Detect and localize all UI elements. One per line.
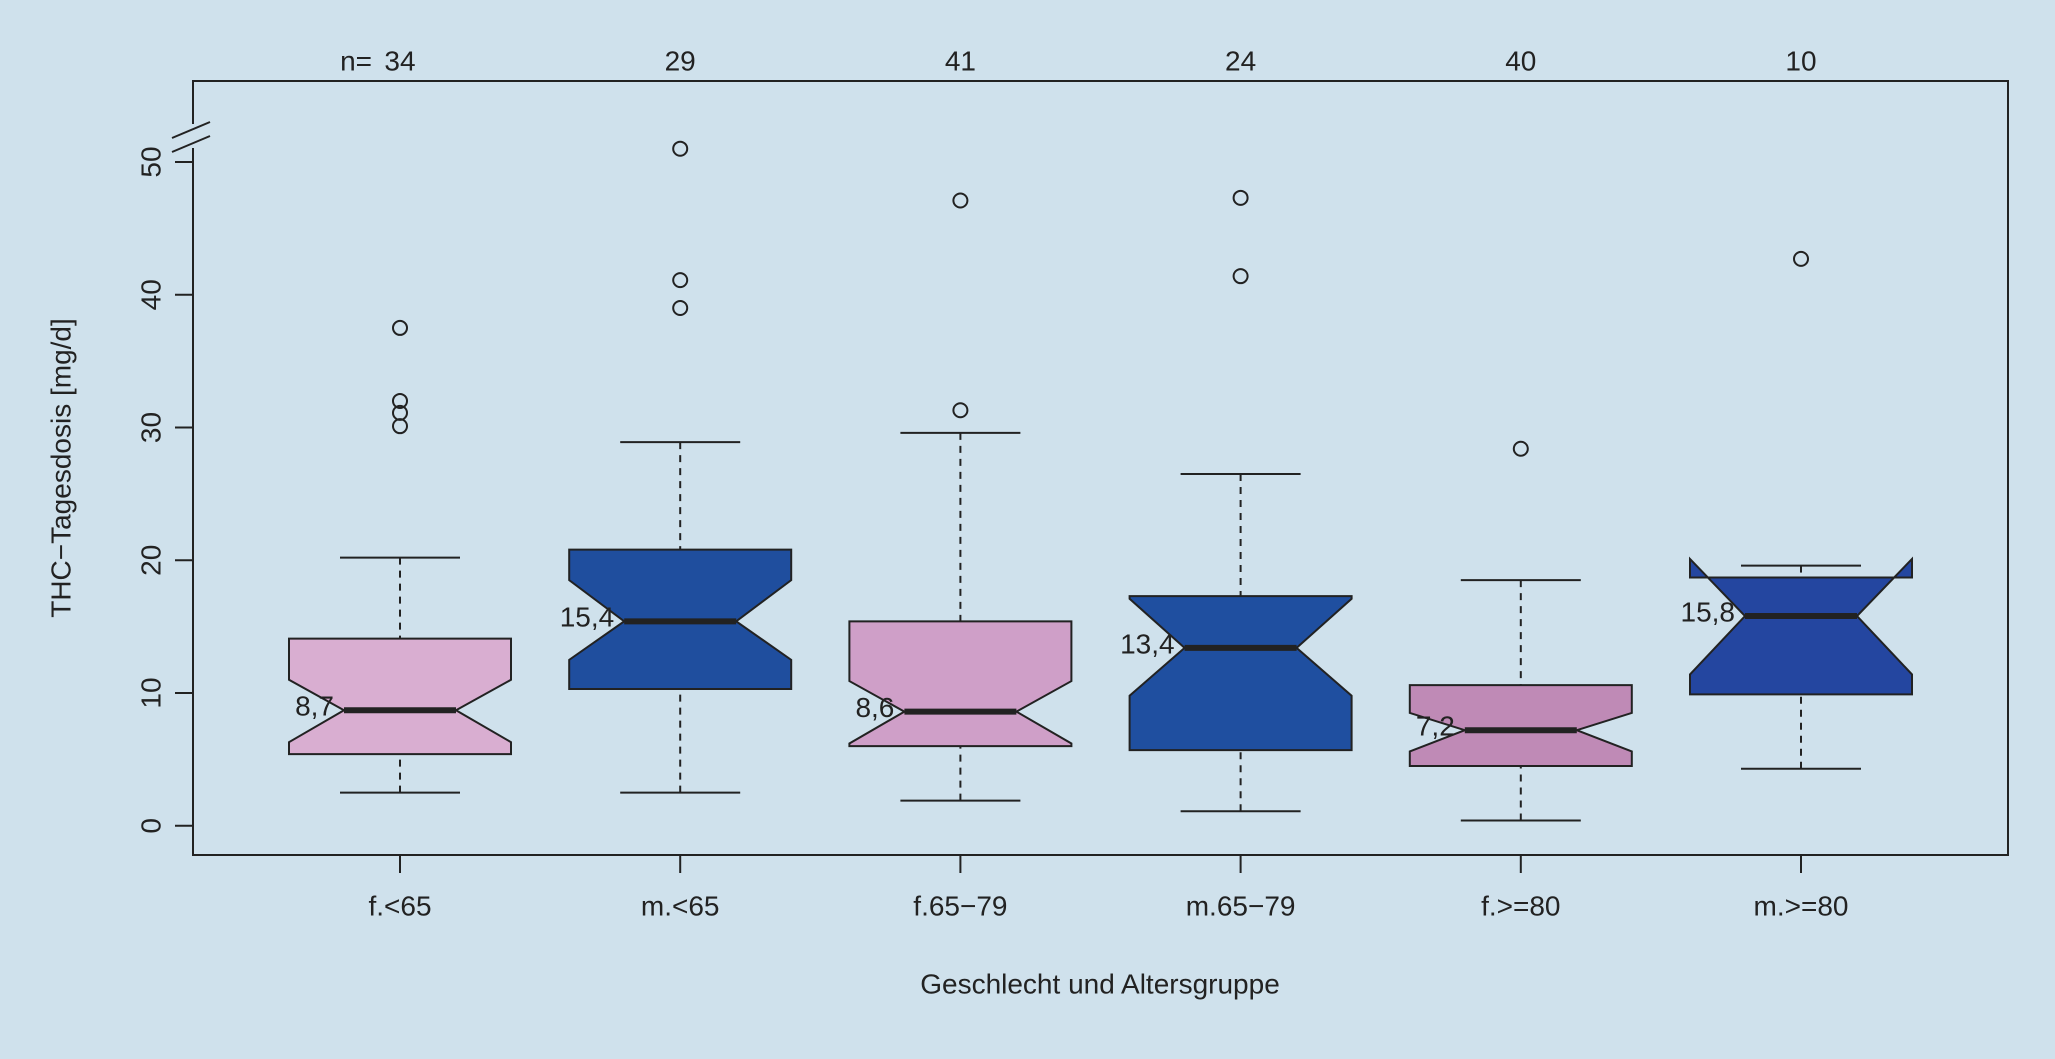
count-label: 29	[665, 45, 696, 76]
x-tick-label: f.<65	[368, 890, 431, 921]
axis-break-mark	[171, 121, 211, 139]
axis-break-mark	[171, 135, 211, 153]
outlier	[1232, 189, 1249, 206]
outlier	[952, 192, 969, 209]
median-label: 15,8	[1681, 596, 1736, 627]
box	[1689, 556, 1913, 696]
outlier	[1793, 250, 1809, 267]
median-label: 8,7	[295, 691, 334, 722]
outlier	[952, 402, 969, 419]
y-tick-label: 50	[135, 146, 166, 177]
x-tick-label: m.>=80	[1754, 890, 1849, 921]
outlier	[672, 300, 689, 317]
outlier	[392, 319, 408, 336]
outlier	[672, 140, 689, 157]
y-tick-label: 30	[135, 412, 166, 443]
median-label: 8,6	[855, 692, 894, 723]
outlier	[1232, 268, 1249, 285]
count-label: 40	[1505, 45, 1536, 76]
y-tick-label: 20	[135, 545, 166, 576]
x-tick-label: m.65−79	[1186, 890, 1296, 921]
count-label: 34	[384, 45, 415, 76]
box	[1128, 595, 1353, 752]
outlier	[1512, 440, 1529, 457]
x-tick-label: f.65−79	[913, 890, 1007, 921]
median-label: 13,4	[1120, 628, 1175, 659]
outlier	[392, 418, 408, 435]
count-label: 24	[1225, 45, 1256, 76]
axis-break	[170, 121, 211, 153]
box	[848, 620, 1073, 748]
outlier	[672, 272, 689, 289]
x-axis-label: Geschlecht und Altersgruppe	[920, 968, 1280, 999]
count-label: 10	[1785, 45, 1816, 76]
y-tick-label: 40	[135, 279, 166, 310]
median-label: 15,4	[560, 602, 615, 633]
outlier	[392, 392, 408, 409]
y-tick-label: 10	[135, 677, 166, 708]
x-tick-label: m.<65	[641, 890, 720, 921]
box	[1408, 684, 1633, 768]
count-prefix: n=	[340, 45, 372, 76]
median-label: 7,2	[1416, 711, 1455, 742]
plot-frame	[192, 80, 2009, 856]
count-label: 41	[945, 45, 976, 76]
box	[288, 637, 512, 756]
y-axis-label: THC−Tagesdosis [mg/d]	[45, 318, 76, 618]
x-tick-label: f.>=80	[1481, 890, 1560, 921]
y-tick-label: 0	[135, 818, 166, 834]
